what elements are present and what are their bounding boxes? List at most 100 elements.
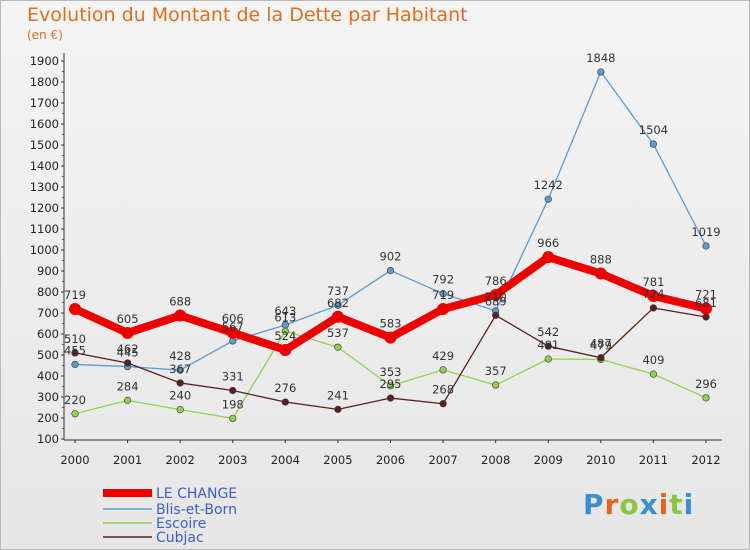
chart-title: Evolution du Montant de la Dette par Hab… [27, 4, 468, 26]
data-label-escoire: 353 [380, 365, 402, 379]
data-label-le-change: 682 [327, 296, 349, 310]
data-label-blis-et-born: 1848 [586, 51, 615, 65]
y-tick-label: 400 [37, 369, 59, 383]
data-point-cubjac [544, 342, 552, 350]
data-label-cubjac: 724 [642, 287, 664, 301]
data-point-cubjac [176, 379, 184, 387]
y-tick-label: 1200 [30, 201, 59, 215]
x-tick-label: 2008 [481, 453, 510, 467]
y-tick-label: 1900 [30, 54, 59, 68]
data-label-escoire: 481 [537, 338, 559, 352]
logo-letter: t [669, 488, 684, 521]
data-label-cubjac: 462 [117, 342, 139, 356]
data-label-cubjac: 295 [380, 377, 402, 391]
data-point-cubjac [702, 313, 710, 321]
x-tick-label: 2010 [586, 453, 615, 467]
data-point-blis-et-born [702, 242, 710, 250]
y-tick-label: 700 [37, 306, 59, 320]
data-point-blis-et-born [176, 366, 184, 374]
data-point-le-change [279, 343, 292, 356]
data-label-cubjac: 487 [590, 337, 612, 351]
logo-letter: x [639, 488, 659, 521]
data-label-cubjac: 268 [432, 383, 454, 397]
data-label-blis-et-born: 428 [169, 349, 191, 363]
y-tick-label: 1100 [30, 222, 59, 236]
legend-label-blis-et-born: Blis-et-Born [156, 502, 237, 518]
data-label-cubjac: 241 [327, 388, 349, 402]
y-tick-label: 1300 [30, 180, 59, 194]
data-label-le-change: 719 [64, 288, 86, 302]
data-point-cubjac [334, 405, 342, 413]
logo-letter: o [619, 488, 640, 521]
data-label-cubjac: 510 [64, 332, 86, 346]
data-point-blis-et-born [597, 68, 605, 76]
data-point-blis-et-born [544, 195, 552, 203]
data-label-escoire: 220 [64, 393, 86, 407]
legend-label-le-change: LE CHANGE [156, 486, 237, 502]
data-label-cubjac: 367 [169, 362, 191, 376]
data-point-le-change [174, 309, 187, 322]
data-point-blis-et-born [386, 266, 395, 275]
y-tick-label: 1800 [30, 75, 59, 89]
data-label-blis-et-born: 455 [64, 343, 86, 357]
data-point-cubjac [123, 359, 132, 367]
x-tick-label: 2000 [60, 453, 89, 467]
data-label-le-change: 605 [117, 312, 139, 326]
x-tick-label: 2007 [428, 453, 457, 467]
y-tick-label: 1400 [30, 159, 59, 173]
data-label-cubjac: 681 [695, 296, 717, 310]
data-label-le-change: 888 [590, 253, 612, 267]
data-label-escoire: 296 [695, 377, 717, 391]
data-point-cubjac [492, 311, 500, 319]
x-tick-label: 2011 [639, 453, 668, 467]
y-tick-label: 1000 [30, 243, 59, 257]
data-label-escoire: 537 [327, 326, 349, 340]
data-point-escoire [281, 327, 289, 335]
data-point-escoire [649, 370, 658, 378]
x-tick-label: 2009 [534, 453, 563, 467]
data-point-escoire [439, 366, 447, 374]
data-label-escoire: 284 [117, 379, 139, 393]
data-point-escoire [123, 396, 132, 404]
data-label-le-change: 524 [274, 329, 296, 343]
data-point-le-change [69, 303, 81, 316]
y-tick-label: 1600 [30, 117, 59, 131]
data-point-blis-et-born [334, 301, 342, 309]
data-label-cubjac: 331 [222, 369, 244, 383]
y-tick-label: 1700 [30, 96, 59, 110]
data-label-escoire: 240 [169, 389, 191, 403]
data-point-blis-et-born [649, 140, 658, 148]
data-label-blis-et-born: 902 [380, 250, 402, 264]
data-point-escoire [229, 414, 237, 423]
data-label-le-change: 966 [537, 236, 559, 250]
data-labels: 455 445 428 567 643 737 902 792 710 1242 1848 1504 1… [64, 51, 721, 412]
legend-label-escoire: Escoire [156, 516, 206, 532]
data-point-escoire [334, 343, 342, 351]
data-label-blis-et-born: 1242 [534, 178, 563, 192]
data-label-le-change: 719 [432, 288, 454, 302]
data-point-blis-et-born [439, 290, 447, 298]
data-point-escoire [176, 406, 184, 414]
data-label-le-change: 781 [642, 275, 664, 289]
data-label-blis-et-born: 1504 [639, 123, 668, 137]
chart-unit-label: (en €) [27, 28, 63, 42]
legend-label-cubjac: Cubjac [156, 530, 204, 546]
data-label-cubjac: 276 [274, 381, 296, 395]
data-point-escoire [544, 355, 552, 363]
data-label-blis-et-born: 710 [485, 290, 507, 304]
x-tick-label: 2002 [166, 453, 195, 467]
y-tick-label: 900 [37, 264, 59, 278]
data-point-le-change [384, 331, 397, 344]
y-tick-label: 300 [37, 390, 59, 404]
logo-letter: i [683, 488, 695, 521]
data-point-le-change [437, 303, 450, 316]
x-tick-label: 2004 [271, 453, 300, 467]
data-point-escoire [702, 394, 710, 402]
logo-letter: r [604, 488, 620, 521]
data-label-le-change: 786 [485, 274, 507, 288]
data-label-blis-et-born: 737 [327, 284, 349, 298]
data-label-escoire: 198 [222, 397, 244, 411]
data-label-cubjac: 689 [485, 294, 507, 308]
